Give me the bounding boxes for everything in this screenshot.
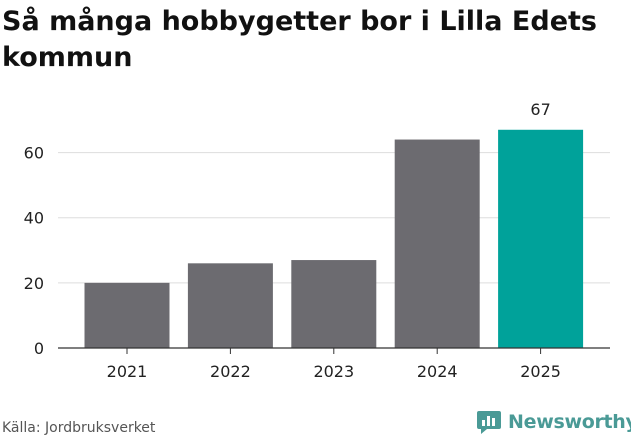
x-tick-label: 2022 <box>210 362 251 381</box>
logo-text: Newsworthy <box>508 411 631 433</box>
y-axis-ticks: 0 20 40 60 <box>24 144 44 358</box>
chart-title: Så många hobbygetter bor i Lilla Edets k… <box>2 6 597 73</box>
x-tick-label: 2024 <box>417 362 458 381</box>
x-tick-label: 2023 <box>313 362 354 381</box>
x-tick-label: 2021 <box>107 362 148 381</box>
newsworthy-logo: Newsworthy <box>476 407 631 437</box>
y-tick-label: 0 <box>34 339 44 358</box>
bar-2024 <box>394 139 480 348</box>
newsworthy-logo-icon <box>477 411 501 434</box>
source-note: Källa: Jordbruksverket <box>2 420 156 436</box>
bars <box>84 129 584 348</box>
bar-2025 <box>498 129 584 348</box>
data-labels: 67 <box>530 100 550 119</box>
x-axis: 2021 2022 2023 2024 2025 <box>58 347 610 381</box>
bar-2023 <box>291 260 377 348</box>
y-tick-label: 60 <box>24 144 44 163</box>
x-tick-label: 2025 <box>520 362 561 381</box>
y-tick-label: 40 <box>24 209 44 228</box>
data-label: 67 <box>530 100 550 119</box>
bar-2022 <box>187 263 273 348</box>
y-tick-label: 20 <box>24 274 44 293</box>
bar-2021 <box>84 282 170 348</box>
